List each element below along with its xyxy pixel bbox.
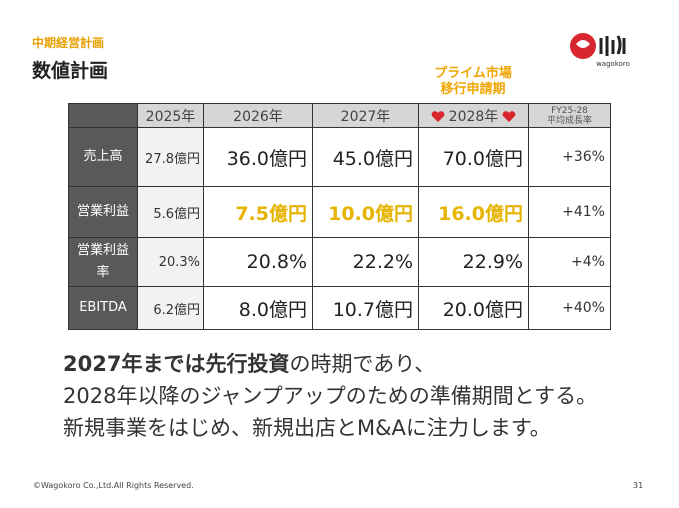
- column-header: 2027年: [312, 103, 419, 128]
- copyright: ©Wagokoro Co.,Ltd.All Rights Reserved.: [33, 481, 194, 490]
- data-row: 営業利益 5.6億円 7.5億円 10.0億円 16.0億円 +41%: [68, 186, 611, 238]
- cell: +4%: [528, 237, 611, 287]
- data-row: EBITDA 6.2億円 8.0億円 10.7億円 20.0億円 +40%: [68, 286, 611, 330]
- cell: 20.0億円: [418, 286, 529, 330]
- body-line: 2027年までは先行投資の時期であり、: [63, 348, 597, 380]
- slide-title: 数値計画: [32, 60, 109, 82]
- cell: 45.0億円: [312, 127, 419, 187]
- cell: 36.0億円: [203, 127, 313, 187]
- plan-table: 2025年 2026年 2027年 2028年 FY25-28 平均成長率 売上高 27.8億…: [68, 103, 611, 330]
- annotation-line: 移行申請期: [440, 82, 506, 97]
- column-header-line: FY25-28: [551, 105, 588, 116]
- logo-text: wagokoro: [596, 60, 630, 68]
- cell: +41%: [528, 186, 611, 238]
- cell: 10.7億円: [312, 286, 419, 330]
- cell: 16.0億円: [418, 186, 529, 238]
- row-label: EBITDA: [68, 286, 138, 330]
- cell: 7.5億円: [203, 186, 313, 238]
- logo: wagokoro: [570, 33, 630, 68]
- column-header: FY25-28 平均成長率: [528, 103, 611, 128]
- header-row: 2025年 2026年 2027年 2028年 FY25-28 平均成長率: [68, 103, 611, 128]
- row-label: 営業利益率: [68, 237, 138, 287]
- column-header: 2028年: [418, 103, 529, 128]
- column-header: 2026年: [203, 103, 313, 128]
- row-label: 売上高: [68, 127, 138, 187]
- data-row: 売上高 27.8億円 36.0億円 45.0億円 70.0億円 +36%: [68, 127, 611, 187]
- annotation-line: プライム市場: [434, 66, 512, 81]
- heart-icon: [502, 110, 516, 122]
- cell: 6.2億円: [137, 286, 204, 330]
- row-label: 営業利益: [68, 186, 138, 238]
- body-line: 新規事業をはじめ、新規出店とM&Aに注力します。: [63, 416, 551, 440]
- emphasis: 2027年までは先行投資: [63, 352, 290, 376]
- section-label: 中期経営計画: [32, 36, 105, 50]
- cell: +40%: [528, 286, 611, 330]
- column-header: 2025年: [137, 103, 204, 128]
- page-number: 31: [633, 481, 644, 490]
- column-header-text: 2028年: [448, 108, 499, 125]
- cell: 8.0億円: [203, 286, 313, 330]
- heart-icon: [431, 110, 445, 122]
- cell: 5.6億円: [137, 186, 204, 238]
- text: の時期であり、: [289, 352, 436, 376]
- cell: 70.0億円: [418, 127, 529, 187]
- cell: 20.3%: [137, 237, 204, 287]
- cell: 22.9%: [418, 237, 529, 287]
- cell: 20.8%: [203, 237, 313, 287]
- body-line: 2028年以降のジャンプアップのための準備期間とする。: [63, 384, 598, 408]
- cell: 22.2%: [312, 237, 419, 287]
- column-header: [68, 103, 138, 128]
- cell: 27.8億円: [137, 127, 204, 187]
- annotation: プライム市場 移行申請期: [418, 66, 528, 98]
- cell: 10.0億円: [312, 186, 419, 238]
- cell: +36%: [528, 127, 611, 187]
- body-text: 2027年までは先行投資の時期であり、 2028年以降のジャンプアップのための準…: [63, 348, 597, 444]
- column-header-line: 平均成長率: [546, 115, 592, 126]
- data-row: 営業利益率 20.3% 20.8% 22.2% 22.9% +4%: [68, 237, 611, 287]
